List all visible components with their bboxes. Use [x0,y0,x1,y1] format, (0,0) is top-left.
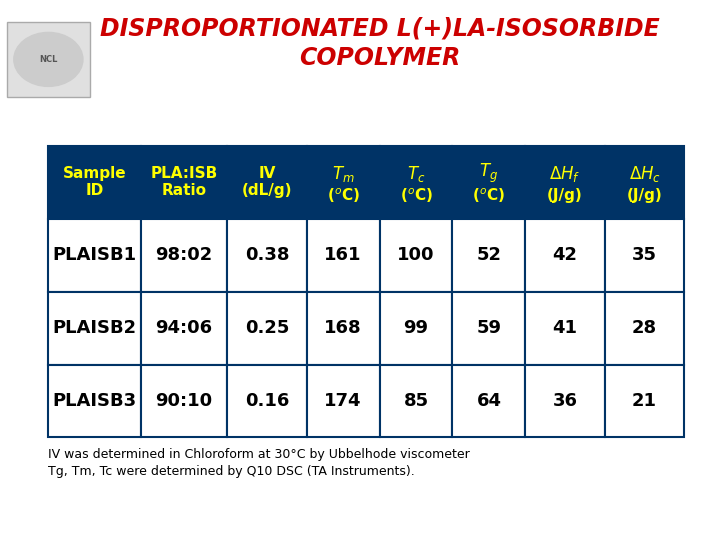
Text: Sample
ID: Sample ID [63,166,127,198]
Text: 21: 21 [632,392,657,410]
Text: 90:10: 90:10 [156,392,212,410]
Text: DISPROPORTIONATED L(+)LA-ISOSORBIDE
COPOLYMER: DISPROPORTIONATED L(+)LA-ISOSORBIDE COPO… [100,16,660,70]
FancyBboxPatch shape [307,364,379,437]
Text: 28: 28 [632,319,657,337]
FancyBboxPatch shape [307,292,379,364]
FancyBboxPatch shape [526,219,605,292]
Text: 161: 161 [325,246,362,264]
FancyBboxPatch shape [379,292,452,364]
FancyBboxPatch shape [452,364,526,437]
FancyBboxPatch shape [605,364,684,437]
Text: $T_m$: $T_m$ [332,164,354,184]
Text: (J/g): (J/g) [547,188,583,202]
Text: 0.38: 0.38 [245,246,289,264]
Text: ($^o$C): ($^o$C) [472,186,505,205]
Text: 168: 168 [324,319,362,337]
FancyBboxPatch shape [228,292,307,364]
Text: 41: 41 [552,319,577,337]
FancyBboxPatch shape [141,292,228,364]
Text: 52: 52 [477,246,501,264]
Text: $\Delta H_c$: $\Delta H_c$ [629,164,661,184]
FancyBboxPatch shape [141,146,228,219]
Text: $\Delta H_f$: $\Delta H_f$ [549,164,581,184]
FancyBboxPatch shape [452,219,526,292]
Text: 94:06: 94:06 [156,319,212,337]
Text: 64: 64 [477,392,501,410]
Text: PLAISB2: PLAISB2 [53,319,137,337]
Text: 100: 100 [397,246,435,264]
Text: 85: 85 [403,392,428,410]
FancyBboxPatch shape [526,146,605,219]
Text: ($^o$C): ($^o$C) [327,186,359,205]
Text: PLAISB3: PLAISB3 [53,392,137,410]
Text: 0.16: 0.16 [245,392,289,410]
FancyBboxPatch shape [452,292,526,364]
FancyBboxPatch shape [379,219,452,292]
Text: IV
(dL/g): IV (dL/g) [242,166,292,198]
Text: 36: 36 [552,392,577,410]
Text: $T_c$: $T_c$ [407,164,426,184]
FancyBboxPatch shape [228,219,307,292]
FancyBboxPatch shape [379,364,452,437]
FancyBboxPatch shape [605,146,684,219]
FancyBboxPatch shape [526,364,605,437]
Text: 0.25: 0.25 [245,319,289,337]
Text: 42: 42 [552,246,577,264]
Text: 174: 174 [325,392,362,410]
FancyBboxPatch shape [48,146,141,219]
Text: NCL: NCL [39,55,58,64]
FancyBboxPatch shape [605,292,684,364]
FancyBboxPatch shape [228,364,307,437]
Text: 35: 35 [632,246,657,264]
FancyBboxPatch shape [307,219,379,292]
FancyBboxPatch shape [379,146,452,219]
FancyBboxPatch shape [228,146,307,219]
Text: (J/g): (J/g) [626,188,662,202]
FancyBboxPatch shape [526,292,605,364]
Text: PLAISB1: PLAISB1 [53,246,137,264]
Circle shape [14,32,83,86]
Text: 98:02: 98:02 [156,246,213,264]
Text: 59: 59 [477,319,501,337]
FancyBboxPatch shape [48,292,141,364]
Text: IV was determined in Chloroform at 30°C by Ubbelhode viscometer
Tg, Tm, Tc were : IV was determined in Chloroform at 30°C … [48,448,470,478]
Text: 99: 99 [403,319,428,337]
FancyBboxPatch shape [48,219,141,292]
Text: $T_g$: $T_g$ [480,162,498,185]
Text: PLA:ISB
Ratio: PLA:ISB Ratio [150,166,218,198]
FancyBboxPatch shape [141,364,228,437]
Text: ($^o$C): ($^o$C) [400,186,433,205]
FancyBboxPatch shape [452,146,526,219]
FancyBboxPatch shape [141,219,228,292]
FancyBboxPatch shape [7,22,90,97]
FancyBboxPatch shape [48,364,141,437]
FancyBboxPatch shape [605,219,684,292]
FancyBboxPatch shape [307,146,379,219]
